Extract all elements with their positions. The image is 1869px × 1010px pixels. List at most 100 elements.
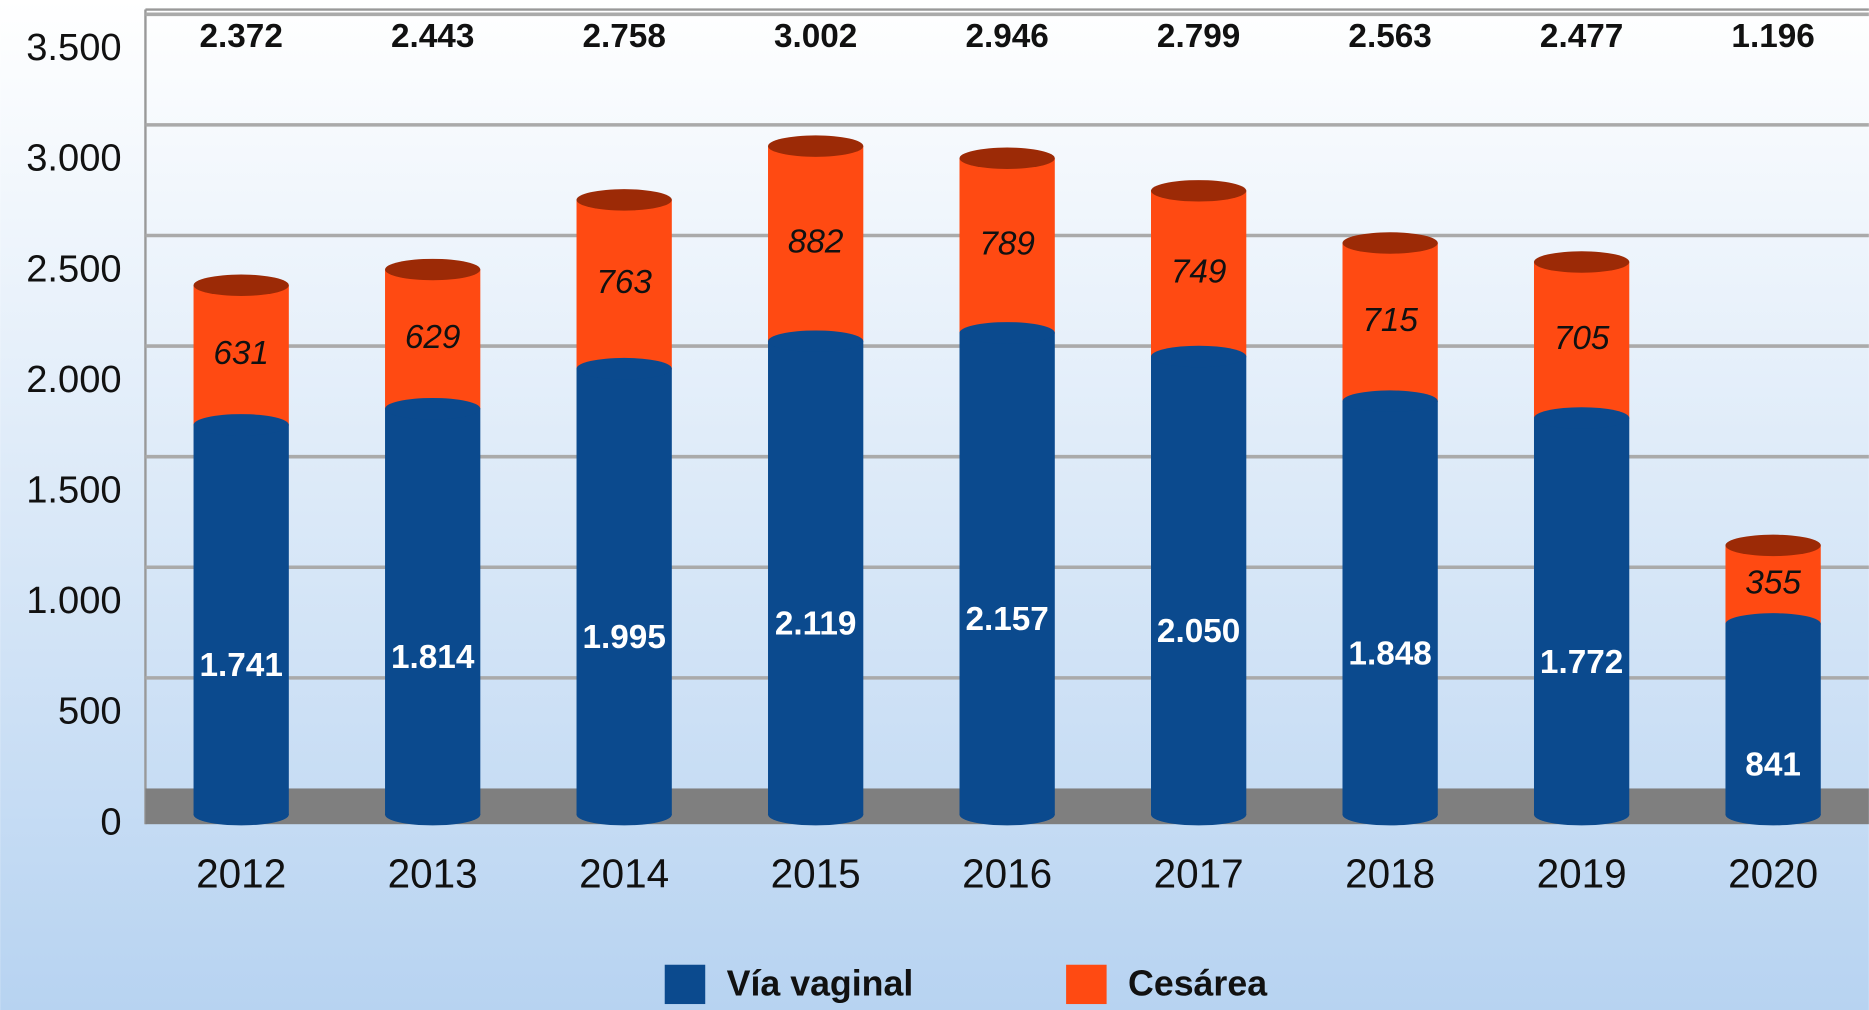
bar [1725,623,1821,826]
bar-cap [193,274,289,296]
data-label: 629 [405,319,461,356]
bar-segment [385,269,481,409]
y-tick-label: 500 [58,691,122,733]
total-label: 2.563 [1348,18,1431,55]
data-label: 715 [1362,302,1418,339]
data-label: 705 [1554,320,1610,357]
x-tick-label: 2016 [962,850,1052,896]
bar [1725,534,1821,635]
total-label: 1.196 [1731,18,1814,55]
total-label: 2.372 [199,18,282,55]
bar [1151,356,1247,826]
data-label: 1.848 [1348,635,1431,672]
data-label: 1.772 [1540,644,1623,681]
bar-cap [1725,534,1821,557]
bar-segment [1533,262,1630,418]
x-tick-label: 2014 [579,850,669,896]
bar [576,368,672,826]
bar-cap [1151,180,1247,202]
bar-segment [576,199,672,369]
bar-joint [385,397,481,420]
bar-segment [193,285,289,425]
x-tick-label: 2012 [196,850,286,896]
x-tick-label: 2015 [771,850,861,896]
bar-segment [1725,623,1821,815]
x-tick-label: 2020 [1728,850,1818,896]
bar [959,147,1055,344]
bar [768,341,864,826]
data-label: 2.157 [965,601,1048,638]
bar-segment [768,341,864,815]
bar-cap [1342,232,1438,254]
data-label: 631 [213,335,269,372]
bar [1533,251,1630,429]
bar [385,258,481,420]
bar-segment [576,368,672,815]
bar-joint [1342,390,1438,412]
y-tick-label: 1.500 [26,469,121,511]
y-tick-label: 3.500 [26,27,121,69]
bar-cap [1533,251,1630,273]
y-tick-label: 1.000 [26,580,121,622]
total-label: 2.443 [391,18,474,55]
data-label: 763 [596,264,652,301]
bar [193,274,289,436]
total-label: 3.002 [774,18,857,55]
total-label: 2.477 [1540,18,1623,55]
data-label: 1.995 [582,619,665,656]
bar-segment [1151,356,1247,815]
x-tick-label: 2013 [388,850,478,896]
data-label: 2.050 [1157,613,1240,650]
data-label: 789 [979,225,1035,262]
bar-joint [959,322,1055,344]
bar-segment [1342,242,1438,402]
bar-cap [959,147,1055,169]
bar [1342,401,1438,826]
bar [959,332,1055,826]
legend-swatch [1066,964,1107,1005]
data-label: 1.741 [199,647,282,684]
data-label: 1.814 [391,639,475,676]
bar-cap [768,135,864,157]
y-tick-label: 2.000 [26,359,121,401]
bar-joint [1151,345,1247,368]
bar-segment [1725,545,1821,624]
bar [1342,232,1438,412]
bar-segment [768,146,864,342]
data-label: 841 [1745,747,1801,784]
bar-joint [1533,407,1630,429]
bar-cap [385,258,481,281]
total-label: 2.758 [582,18,665,55]
data-label: 2.119 [775,605,857,642]
bar-joint [1725,613,1821,635]
total-label: 2.946 [965,18,1048,55]
data-label: 355 [1745,564,1801,601]
bar-segment [959,158,1055,333]
x-tick-label: 2017 [1154,850,1244,896]
bar [1151,180,1247,368]
y-tick-label: 2.500 [26,248,121,290]
bar-segment [193,424,289,815]
legend-label: Vía vaginal [727,964,914,1004]
y-tick-label: 0 [100,801,121,843]
bar-segment [385,408,481,815]
y-tick-label: 3.000 [26,138,121,180]
bar-segment [1533,417,1630,815]
bar [385,408,481,826]
bar-segment [1342,401,1438,815]
total-label: 2.799 [1157,18,1240,55]
data-label: 882 [788,223,844,260]
bar-segment [959,332,1055,815]
bar [193,424,289,826]
bar [576,189,672,380]
bar [1533,417,1630,826]
bar-joint [193,414,289,436]
bar-cap [576,189,672,211]
bar-joint [768,330,864,352]
bar-segment [1151,190,1247,357]
bar-joint [576,357,672,380]
legend-swatch [664,964,706,1005]
x-tick-label: 2018 [1345,850,1435,896]
x-tick-label: 2019 [1537,850,1627,896]
